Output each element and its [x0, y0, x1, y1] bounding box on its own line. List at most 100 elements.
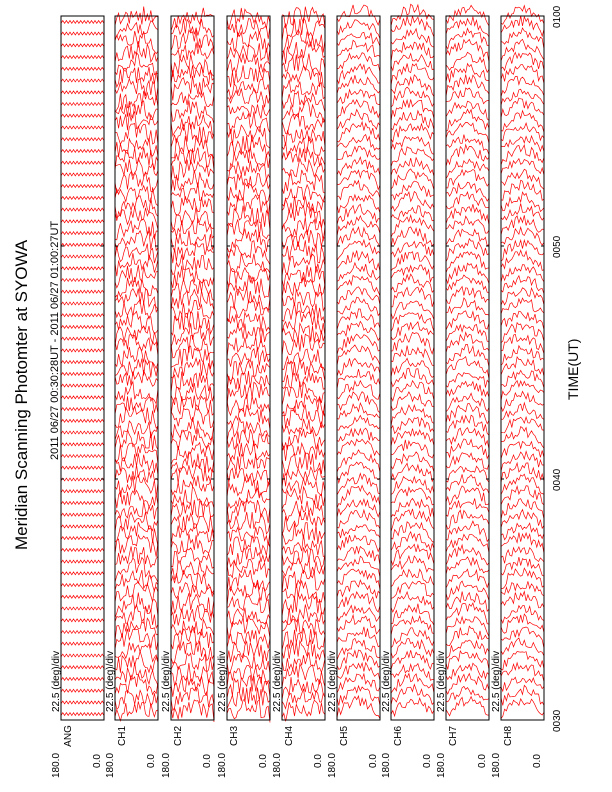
trace-line: [226, 18, 271, 39]
trace-line: [227, 87, 271, 108]
trace-line: [445, 543, 490, 566]
trace-line: [390, 638, 435, 659]
trace-line: [281, 195, 326, 214]
trace-line: [60, 571, 105, 576]
trace-line: [114, 662, 159, 686]
trace-line: [170, 686, 215, 712]
trace-line: [60, 430, 105, 435]
trace-line: [390, 74, 435, 97]
trace-line: [336, 508, 381, 529]
trace-line: [445, 285, 490, 304]
trace-line: [226, 511, 271, 535]
trace-line: [390, 41, 435, 63]
trace-line: [445, 262, 490, 285]
trace-line: [60, 113, 105, 118]
trace-line: [226, 535, 271, 556]
trace-line: [500, 390, 545, 413]
trace-line: [114, 137, 159, 158]
trace-line: [226, 381, 271, 406]
trace-line: [281, 534, 326, 558]
trace-line: [445, 650, 490, 670]
trace-line: [390, 603, 435, 626]
trace-line: [336, 108, 381, 131]
trace-line: [336, 414, 381, 431]
trace-line: [60, 453, 105, 459]
trace-line: [500, 626, 545, 649]
y-tick-label: 180.0: [51, 753, 62, 778]
trace-line: [281, 146, 326, 167]
trace-line: [500, 344, 545, 366]
trace-line: [60, 66, 105, 71]
trace-line: [500, 484, 545, 506]
trace-line: [445, 134, 490, 155]
trace-line: [114, 453, 159, 476]
trace-line: [500, 75, 545, 97]
trace-line: [226, 323, 271, 343]
trace-line: [114, 489, 159, 509]
trace-line: [390, 62, 435, 86]
trace-line: [281, 547, 326, 569]
trace-line: [60, 242, 105, 247]
trace-line: [114, 77, 159, 100]
trace-line: [500, 531, 545, 554]
trace-line: [281, 485, 326, 510]
trace-line: [390, 205, 435, 222]
trace-line: [114, 156, 159, 178]
trace-line: [170, 265, 215, 289]
trace-line: [60, 629, 105, 635]
trace-line: [170, 547, 215, 569]
trace-line: [390, 530, 435, 553]
trace-line: [114, 358, 159, 378]
trace-line: [445, 474, 490, 494]
trace-line: [500, 379, 545, 401]
trace-line: [114, 689, 159, 711]
trace-line: [445, 372, 490, 388]
trace-line: [226, 181, 271, 204]
trace-line: [281, 579, 326, 603]
trace-line: [336, 88, 381, 106]
trace-line: [336, 427, 381, 442]
trace-line: [390, 439, 435, 459]
panel-frame: [390, 15, 435, 721]
trace-line: [170, 383, 215, 406]
trace-line: [336, 63, 381, 85]
trace-line: [281, 169, 326, 194]
trace-line: [60, 219, 105, 224]
trace-line: [445, 392, 490, 413]
trace-line: [445, 498, 490, 517]
trace-line: [114, 51, 159, 76]
trace-line: [390, 226, 435, 249]
trace-line: [226, 607, 271, 628]
trace-line: [170, 626, 215, 650]
trace-line: [336, 438, 381, 457]
trace-line: [500, 661, 545, 683]
trace-line: [170, 357, 215, 379]
trace-line: [170, 533, 215, 555]
trace-line: [114, 396, 159, 415]
trace-line: [390, 264, 435, 283]
trace-line: [60, 19, 105, 24]
trace-line: [170, 75, 215, 101]
trace-line: [281, 112, 326, 135]
trace-line: [226, 347, 271, 367]
trace-line: [445, 485, 490, 506]
trace-line: [281, 276, 326, 299]
trace-line: [390, 416, 435, 435]
trace-line: [170, 218, 215, 239]
trace-line: [500, 498, 545, 520]
trace-line: [170, 196, 215, 216]
trace-line: [500, 264, 545, 283]
trace-line: [170, 512, 215, 535]
trace-line: [445, 509, 490, 530]
y-tick-label: 0.0: [532, 754, 543, 768]
channel-label: CH4: [284, 726, 295, 746]
trace-line: [226, 311, 271, 332]
trace-line: [390, 627, 435, 648]
trace-line: [445, 465, 490, 483]
trace-line: [226, 665, 271, 689]
trace-line: [281, 418, 326, 437]
channel-label: CH6: [393, 726, 404, 746]
trace-line: [170, 278, 215, 301]
trace-line: [281, 627, 326, 651]
